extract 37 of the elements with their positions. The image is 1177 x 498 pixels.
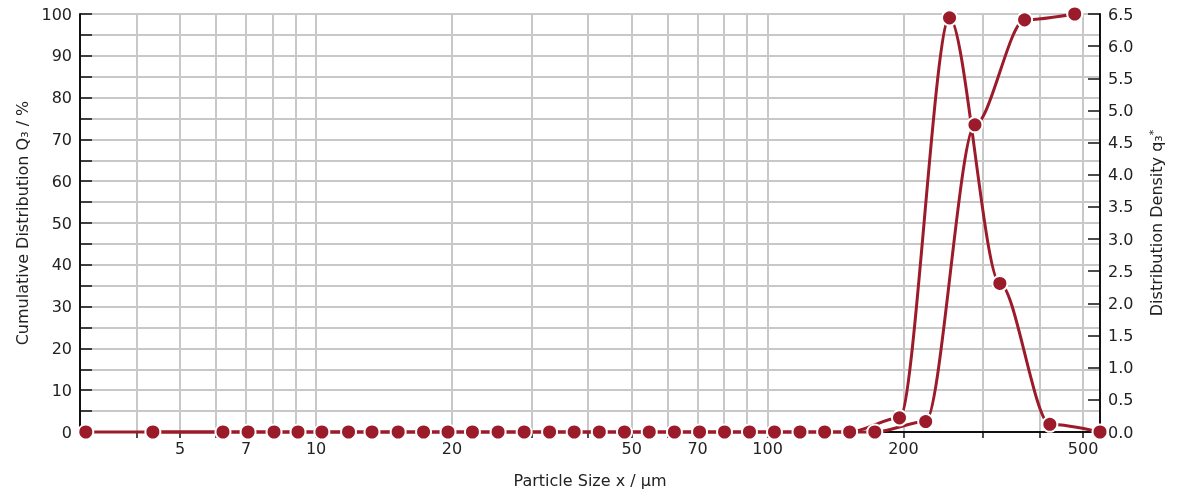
x-tick-label: 5 — [175, 438, 186, 458]
y-tick-label: 30 — [51, 297, 72, 317]
y2-tick-label: 4.5 — [1108, 133, 1134, 153]
y2-tick-label: 0.5 — [1108, 390, 1134, 410]
y-tick-label: 20 — [51, 338, 72, 358]
y2-tick-label: 3.5 — [1108, 197, 1134, 217]
y-tick-label: 50 — [51, 213, 72, 233]
y2-tick-label: 6.0 — [1108, 36, 1134, 56]
y2-tick-label: 2.5 — [1108, 261, 1134, 281]
x-tick-label: 500 — [1067, 438, 1099, 458]
x-tick-label: 7 — [241, 438, 252, 458]
y2-tick-label: 6.5 — [1108, 4, 1134, 24]
x-tick-label: 100 — [752, 438, 783, 458]
y2-tick-label: 5.5 — [1108, 68, 1134, 88]
y-tick-label: 60 — [51, 171, 72, 191]
y-axis-title: Cumulative Distribution Q₃ / % — [13, 100, 33, 346]
y2-tick-label: 1.5 — [1108, 326, 1134, 346]
y2-tick-label: 4.0 — [1108, 165, 1134, 185]
y2-tick-label: 0.0 — [1108, 422, 1134, 442]
y2-tick-label: 3.0 — [1108, 229, 1134, 249]
y-tick-label: 80 — [51, 88, 72, 108]
x-tick-label: 20 — [441, 438, 463, 458]
x-tick-label: 200 — [888, 438, 919, 458]
x-tick-label: 10 — [305, 438, 327, 458]
y2-tick-label: 5.0 — [1108, 100, 1134, 120]
y-tick-label: 0 — [61, 422, 72, 442]
y2-tick-label: 2.0 — [1108, 293, 1134, 313]
y-tick-label: 40 — [51, 255, 72, 275]
y2-tick-label: 1.0 — [1108, 358, 1134, 378]
y2-axis-title: Distribution Density q₃* — [1147, 129, 1166, 317]
x-tick-label: 70 — [687, 438, 708, 458]
y-tick-label: 70 — [51, 129, 72, 149]
x-axis-title: Particle Size x / µm — [513, 470, 667, 490]
x-tick-label: 50 — [621, 438, 642, 458]
y-tick-label: 10 — [51, 380, 72, 400]
y-tick-label: 90 — [51, 46, 72, 66]
y-tick-label: 100 — [41, 4, 72, 24]
